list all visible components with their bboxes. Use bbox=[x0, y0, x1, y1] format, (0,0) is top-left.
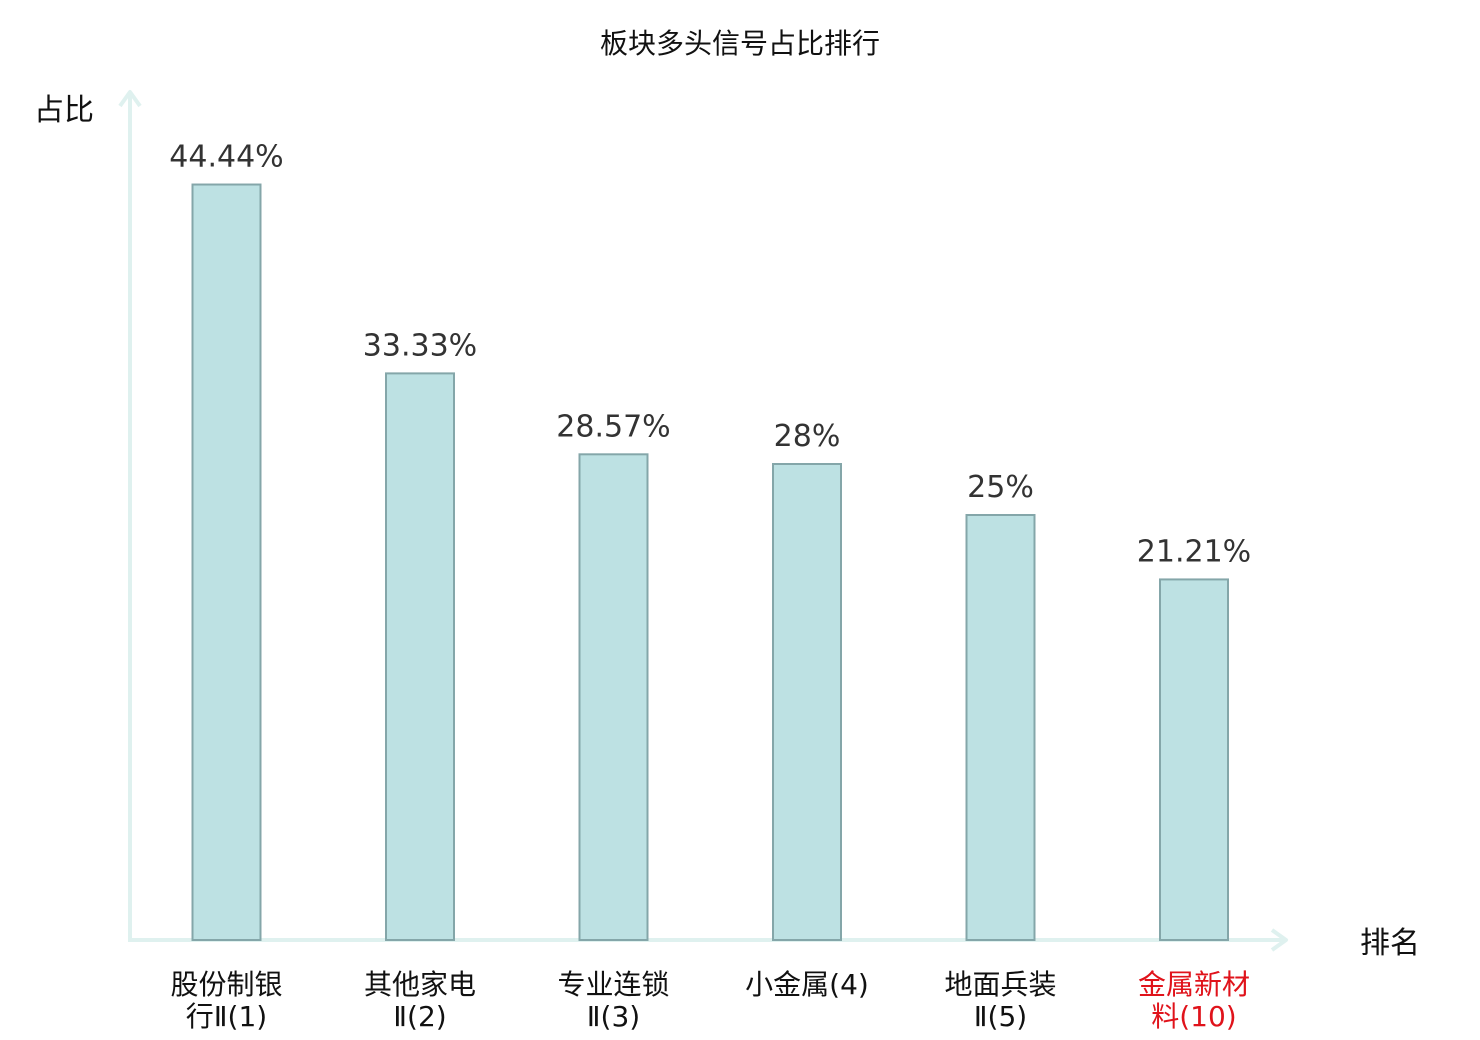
bar-value-label: 21.21% bbox=[1137, 534, 1251, 569]
chart-title: 板块多头信号占比排行 bbox=[600, 27, 880, 60]
bar bbox=[578, 453, 649, 941]
bar-value-label: 33.33% bbox=[363, 328, 477, 363]
category-label: 地面兵装 bbox=[944, 968, 1056, 1001]
category-label: 小金属(4) bbox=[745, 968, 869, 1001]
bars-group: 44.44%股份制银行Ⅱ(1)33.33%其他家电Ⅱ(2)28.57%专业连锁Ⅱ… bbox=[169, 140, 1251, 1033]
category-label-line2: 料(10) bbox=[1151, 1000, 1236, 1033]
category-label-line2: Ⅱ(5) bbox=[974, 1000, 1027, 1033]
x-axis-label: 排名 bbox=[1360, 926, 1420, 961]
x-axis-arrow bbox=[1270, 928, 1288, 952]
category-label: 股份制银 bbox=[170, 968, 282, 1001]
bar-value-label: 25% bbox=[967, 470, 1034, 505]
category-label-line2: Ⅱ(2) bbox=[393, 1000, 446, 1033]
bar bbox=[191, 183, 262, 941]
category-label: 其他家电 bbox=[364, 968, 476, 1001]
category-label: 金属新材 bbox=[1138, 968, 1250, 1001]
category-label-line2: 行Ⅱ(1) bbox=[186, 1000, 267, 1033]
category-label: 专业连锁 bbox=[557, 968, 669, 1001]
bar-value-label: 28% bbox=[774, 419, 841, 454]
bar-value-label: 44.44% bbox=[169, 140, 283, 175]
y-axis-arrow bbox=[118, 90, 142, 108]
bar bbox=[1159, 578, 1229, 941]
bar bbox=[772, 463, 842, 941]
bar bbox=[965, 514, 1036, 941]
bar bbox=[385, 372, 455, 941]
category-label-line2: Ⅱ(3) bbox=[587, 1000, 640, 1033]
y-axis-label: 占比 bbox=[34, 93, 94, 128]
bar-value-label: 28.57% bbox=[556, 409, 670, 444]
